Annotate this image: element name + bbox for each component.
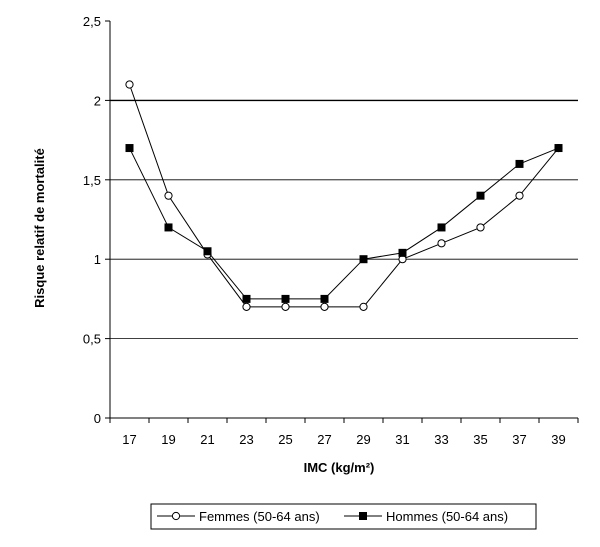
data-point-square	[476, 191, 485, 200]
data-point-square	[281, 294, 290, 303]
data-point-square	[125, 144, 134, 153]
data-point-square	[554, 144, 563, 153]
x-tick-label: 37	[512, 432, 526, 447]
x-tick-label: 33	[434, 432, 448, 447]
data-point-square	[320, 294, 329, 303]
x-tick-label: 39	[551, 432, 565, 447]
series-line	[129, 147, 559, 300]
series-line	[129, 84, 559, 308]
x-tick-label: 21	[200, 432, 214, 447]
y-tick-label: 1	[94, 252, 101, 267]
tick-labels: 0 0,5 1 1,5 2 2,5 17 19 21 23 25 27 29 31 33 35 37 39	[83, 14, 566, 447]
data-point-circle	[437, 239, 446, 248]
x-tick-label: 27	[317, 432, 331, 447]
gridlines	[110, 99, 578, 340]
data-point-square	[398, 248, 407, 257]
x-tick-label: 31	[395, 432, 409, 447]
y-tick-label: 1,5	[83, 173, 101, 188]
data-point-circle	[359, 302, 368, 311]
legend-marker-circle	[171, 511, 181, 521]
y-tick-label: 0	[94, 411, 101, 426]
y-axis-title: Risque relatif de mortalité	[32, 148, 47, 308]
y-tick-label: 2	[94, 93, 101, 108]
data-point-circle	[125, 80, 134, 89]
legend-box	[150, 503, 537, 530]
data-point-square	[359, 255, 368, 264]
legend-label: Femmes (50-64 ans)	[199, 509, 320, 524]
data-point-circle	[320, 302, 329, 311]
y-tick-label: 2,5	[83, 14, 101, 29]
data-point-square	[515, 159, 524, 168]
data-point-circle	[242, 302, 251, 311]
data-point-square	[203, 247, 212, 256]
x-tick-label: 29	[356, 432, 370, 447]
x-tick-label: 35	[473, 432, 487, 447]
data-point-circle	[476, 223, 485, 232]
legend-label: Hommes (50-64 ans)	[386, 509, 508, 524]
axes	[105, 20, 579, 423]
data-point-circle	[281, 302, 290, 311]
x-tick-label: 23	[239, 432, 253, 447]
data-point-square	[164, 223, 173, 232]
y-tick-label: 0,5	[83, 332, 101, 347]
legend-marker-square	[359, 512, 367, 520]
data-point-square	[242, 294, 251, 303]
data-point-circle	[164, 191, 173, 200]
data-point-circle	[515, 191, 524, 200]
x-tick-label: 25	[278, 432, 292, 447]
x-tick-label: 19	[161, 432, 175, 447]
legend: Femmes (50-64 ans) Hommes (50-64 ans)	[150, 503, 537, 530]
x-axis-title: IMC (kg/m²)	[304, 460, 375, 475]
x-tick-label: 17	[122, 432, 136, 447]
series	[125, 80, 563, 311]
data-point-square	[437, 223, 446, 232]
